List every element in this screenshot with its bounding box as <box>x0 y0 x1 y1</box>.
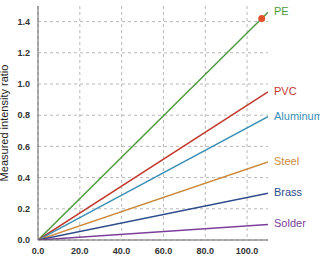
svg-text:PE: PE <box>274 5 289 17</box>
svg-text:1.0: 1.0 <box>17 79 30 89</box>
svg-text:0.0: 0.0 <box>17 235 30 245</box>
svg-text:PVC: PVC <box>274 85 297 97</box>
svg-text:0.6: 0.6 <box>17 142 30 152</box>
svg-text:Steel: Steel <box>274 155 299 167</box>
svg-text:0.8: 0.8 <box>17 110 30 120</box>
svg-text:Aluminum: Aluminum <box>274 110 312 122</box>
svg-text:60.0: 60.0 <box>155 246 173 256</box>
svg-text:Measured intensity ratio: Measured intensity ratio <box>8 65 10 182</box>
svg-text:20.0: 20.0 <box>71 246 89 256</box>
svg-text:Brass: Brass <box>274 186 303 198</box>
svg-text:0.0: 0.0 <box>32 246 45 256</box>
svg-text:40.0: 40.0 <box>113 246 131 256</box>
svg-text:1.2: 1.2 <box>17 48 30 58</box>
svg-text:0.2: 0.2 <box>17 204 30 214</box>
svg-text:1.4: 1.4 <box>17 17 30 27</box>
svg-text:0.4: 0.4 <box>17 173 30 183</box>
svg-text:100.0: 100.0 <box>236 246 259 256</box>
svg-text:80.0: 80.0 <box>197 246 215 256</box>
svg-text:Solder: Solder <box>274 217 306 229</box>
